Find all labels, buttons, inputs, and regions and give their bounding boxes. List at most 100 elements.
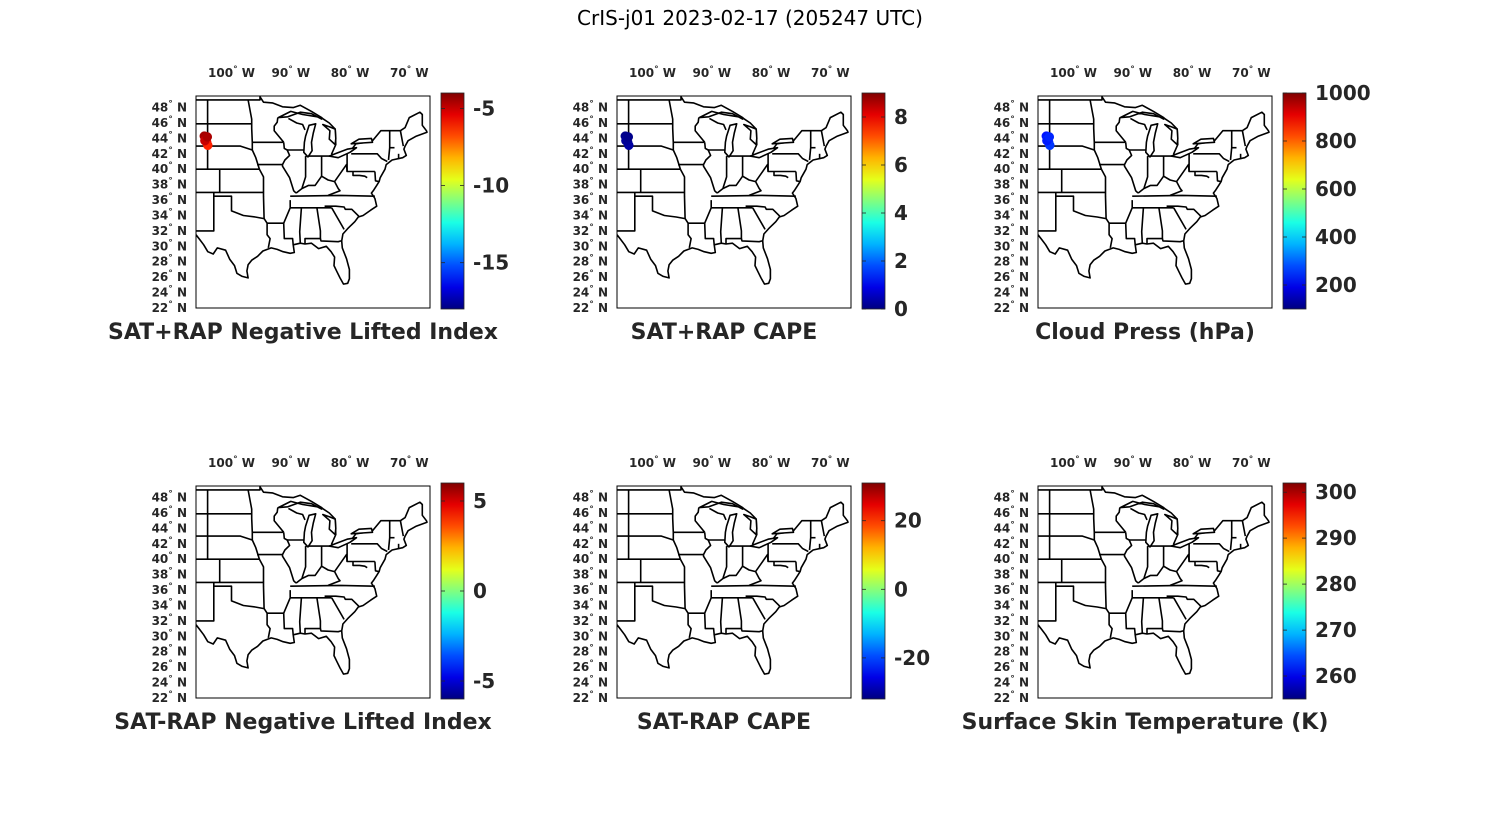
state-border (1173, 597, 1187, 620)
lake-outline (771, 137, 795, 145)
colorbar-tick-label: -5 (473, 96, 495, 120)
lake-outline (1170, 536, 1200, 549)
lat-tick-label: 40° N (152, 161, 187, 176)
colorbar-tick-label: 800 (1315, 129, 1357, 153)
state-border (1241, 520, 1247, 537)
lat-tick-label: 24° N (994, 285, 1029, 300)
lon-tick-label: 100° W (1050, 65, 1097, 80)
lake-outline (350, 527, 374, 535)
state-border (1115, 507, 1127, 533)
lake-outline (322, 123, 337, 146)
state-border (752, 207, 766, 230)
map-svg: 100° W 90° W 80° W 70° W 48° N46° N44° N42° … (994, 455, 1357, 705)
lon-tick-label: 80° W (752, 455, 791, 470)
state-border (1193, 543, 1230, 553)
lake-outline (1145, 513, 1159, 548)
lat-tick-label: 46° N (573, 505, 608, 520)
lake-outline (698, 110, 744, 120)
state-border (1132, 584, 1217, 587)
panel-title: Surface Skin Temperature (K) (961, 710, 1329, 735)
lake-outline (1145, 123, 1159, 158)
state-border (820, 520, 826, 537)
colorbar-tick-label: 400 (1315, 225, 1357, 249)
state-border (281, 532, 297, 584)
state-border (258, 168, 271, 249)
lon-tick-label: 100° W (629, 65, 676, 80)
lat-tick-label: 24° N (573, 675, 608, 690)
state-border (773, 171, 789, 179)
state-border (716, 565, 762, 587)
lat-tick-label: 40° N (152, 551, 187, 566)
state-border (795, 171, 801, 183)
state-border (196, 535, 253, 541)
lat-tick-label: 24° N (573, 285, 608, 300)
lon-tick-label: 100° W (1050, 455, 1097, 470)
state-border (795, 561, 801, 573)
lon-tick-label: 70° W (1232, 455, 1271, 470)
state-border (273, 507, 285, 533)
state-border (711, 584, 796, 587)
state-border (740, 238, 763, 243)
lat-tick-label: 44° N (573, 520, 608, 535)
lat-tick-label: 40° N (994, 551, 1029, 566)
lon-tick-label: 80° W (752, 65, 791, 80)
map-frame (616, 95, 852, 309)
lon-tick-label: 80° W (1173, 455, 1212, 470)
lon-tick-label: 70° W (1232, 65, 1271, 80)
lat-tick-label: 30° N (994, 628, 1029, 643)
state-border (1229, 520, 1233, 551)
lon-tick-label: 80° W (331, 455, 370, 470)
colorbar-tick-label: -5 (473, 669, 495, 693)
lat-tick-label: 26° N (994, 659, 1029, 674)
lat-tick-label: 48° N (573, 490, 608, 505)
lat-tick-label: 28° N (994, 644, 1029, 659)
lat-tick-label: 44° N (152, 130, 187, 145)
state-border (1175, 163, 1190, 183)
lon-tick-label: 70° W (811, 65, 850, 80)
lat-tick-label: 30° N (573, 238, 608, 253)
lat-tick-label: 42° N (994, 536, 1029, 551)
state-border (301, 546, 307, 579)
map-svg: 100° W 90° W 80° W 70° W 48° N46° N44° N42° … (573, 455, 931, 705)
lat-tick-label: 38° N (573, 567, 608, 582)
map-frame (195, 95, 431, 309)
state-border (1143, 546, 1149, 579)
state-border (1194, 171, 1210, 179)
state-border (331, 597, 345, 620)
state-border (351, 543, 388, 553)
lat-tick-label: 26° N (994, 269, 1029, 284)
map-svg: 100° W 90° W 80° W 70° W 48° N46° N44° N42° … (573, 65, 908, 321)
map-frame (1037, 485, 1273, 699)
colorbar-tick-label: 2 (894, 249, 908, 273)
state-border (333, 553, 348, 573)
colorbar-tick-label: 280 (1315, 572, 1357, 596)
lat-tick-label: 44° N (573, 130, 608, 145)
lat-tick-label: 44° N (152, 520, 187, 535)
state-border (725, 597, 743, 634)
state-border (754, 163, 769, 183)
lat-tick-label: 32° N (994, 613, 1029, 628)
lat-tick-label: 32° N (152, 613, 187, 628)
lat-tick-label: 24° N (994, 675, 1029, 690)
state-border (1038, 535, 1095, 541)
lat-tick-label: 40° N (573, 161, 608, 176)
panel-surface-skin-temp: 100° W 90° W 80° W 70° W 48° N 46° N 44° N 42° … (932, 440, 1372, 740)
lon-tick-label: 100° W (629, 455, 676, 470)
colorbar-tick-label: -20 (894, 646, 930, 670)
lat-tick-label: 34° N (573, 208, 608, 223)
state-border (282, 590, 294, 635)
state-border (290, 194, 375, 197)
lat-tick-label: 46° N (573, 115, 608, 130)
map-svg: 100° W 90° W 80° W 70° W 48° N46° N44° N42° … (152, 455, 496, 705)
lat-tick-label: 24° N (152, 675, 187, 690)
lat-tick-label: 42° N (152, 146, 187, 161)
data-point (623, 132, 634, 142)
lat-tick-label: 36° N (573, 582, 608, 597)
state-border (352, 171, 368, 179)
lon-tick-label: 90° W (271, 455, 310, 470)
lat-tick-label: 22° N (994, 300, 1029, 315)
lake-outline (749, 146, 779, 159)
state-border (374, 561, 380, 573)
lat-tick-label: 48° N (994, 490, 1029, 505)
state-border (740, 628, 763, 633)
